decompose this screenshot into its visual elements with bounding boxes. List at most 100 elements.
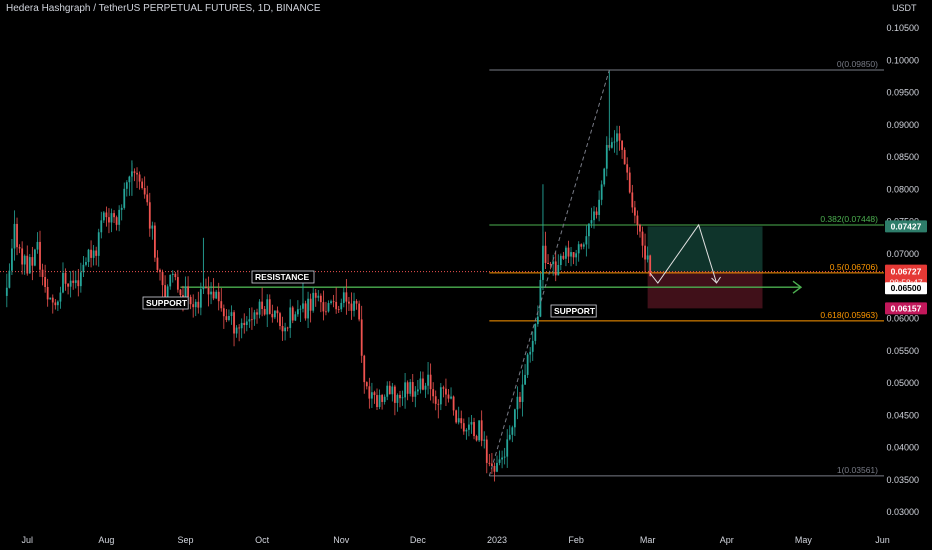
candle-body (261, 301, 264, 310)
candle-body (626, 164, 629, 173)
candle-body (222, 308, 225, 317)
candle-body (404, 382, 406, 398)
price-unit: USDT (892, 3, 917, 13)
candle-body (169, 274, 172, 287)
candle-body (87, 249, 90, 263)
candle-body (628, 172, 631, 193)
candle-body (616, 133, 618, 142)
y-tick-label: 0.04000 (886, 443, 919, 453)
candle-body (148, 202, 151, 229)
candle-body (531, 340, 534, 352)
candle-body (429, 374, 432, 390)
candle-body (325, 311, 327, 313)
candle-body (330, 301, 332, 304)
stop-zone (647, 271, 763, 309)
candle-body (273, 310, 276, 318)
candle-body (462, 423, 465, 432)
candle-body (534, 324, 537, 341)
candle-body (360, 319, 363, 356)
candle-body (74, 280, 77, 283)
candle-body (125, 182, 128, 189)
x-tick-label: Nov (333, 535, 350, 545)
candle-body (511, 427, 514, 435)
candle-body (332, 301, 335, 303)
x-tick-label: Feb (568, 535, 584, 545)
candle-body (498, 459, 501, 463)
x-tick-label: Oct (255, 535, 270, 545)
candle-body (447, 394, 450, 399)
candle-body (376, 395, 378, 408)
candle-body (251, 319, 253, 321)
candle-body (171, 273, 174, 275)
candle-body (593, 211, 595, 221)
candle-body (478, 420, 481, 441)
y-tick-label: 0.04500 (886, 410, 919, 420)
x-tick-label: Sep (178, 535, 194, 545)
candle-body (350, 303, 353, 311)
support-label-left-box (142, 296, 189, 310)
candle-body (544, 245, 547, 263)
candle-body (475, 436, 478, 441)
candle-body (95, 250, 98, 256)
candle-body (161, 271, 164, 286)
candle-body (557, 265, 560, 276)
x-tick-label: Dec (410, 535, 427, 545)
candle-body (164, 285, 167, 297)
candle-body (406, 382, 409, 394)
candle-body (513, 409, 516, 428)
y-tick-label: 0.06000 (886, 314, 919, 324)
projection-path (649, 223, 718, 284)
candle-body (220, 301, 223, 309)
candle-body (210, 291, 212, 295)
x-tick-label: Jun (875, 535, 890, 545)
candle-body (212, 291, 215, 299)
candle-body (519, 396, 521, 402)
candle-body (299, 308, 302, 310)
candle-body (202, 287, 205, 290)
candle-body (141, 181, 144, 188)
candle-body (312, 292, 315, 311)
projection-arrow-head (711, 276, 721, 284)
candle-body (39, 241, 41, 270)
candle-body (266, 299, 269, 315)
candle-body (358, 303, 361, 320)
candle-body (5, 287, 8, 296)
candle-body (470, 422, 473, 425)
candle-body (92, 250, 95, 258)
candle-body (62, 272, 64, 293)
support-label-right: SUPPORT (554, 306, 596, 316)
candle-body (59, 292, 62, 302)
candle-body (506, 439, 509, 457)
candle-body (340, 302, 343, 310)
candle-body (327, 303, 330, 312)
candle-body (199, 289, 202, 308)
candle-body (391, 386, 394, 395)
candle-body (432, 389, 435, 397)
candle-body (600, 184, 603, 200)
candle-body (598, 199, 601, 215)
candle-body (18, 247, 21, 249)
candle-body (143, 187, 146, 195)
candle-body (197, 301, 200, 308)
x-tick-label: Mar (640, 535, 656, 545)
y-tick-label: 0.08500 (886, 152, 919, 162)
candle-body (416, 389, 419, 392)
candle-body (322, 302, 325, 312)
support-label-right-box (550, 304, 597, 318)
candle-body (465, 429, 468, 432)
candle-body (279, 313, 281, 327)
candle-body (424, 385, 427, 390)
target-zone (647, 226, 763, 272)
candle-body (317, 295, 320, 298)
candle-body (383, 396, 386, 402)
candle-body (552, 261, 555, 265)
candle-body (108, 217, 110, 223)
candle-body (536, 316, 539, 325)
candle-body (248, 319, 251, 322)
candle-body (633, 207, 636, 216)
candle-body (610, 142, 613, 148)
candle-body (355, 301, 358, 304)
candle-body (36, 241, 39, 250)
candle-body (113, 213, 115, 218)
